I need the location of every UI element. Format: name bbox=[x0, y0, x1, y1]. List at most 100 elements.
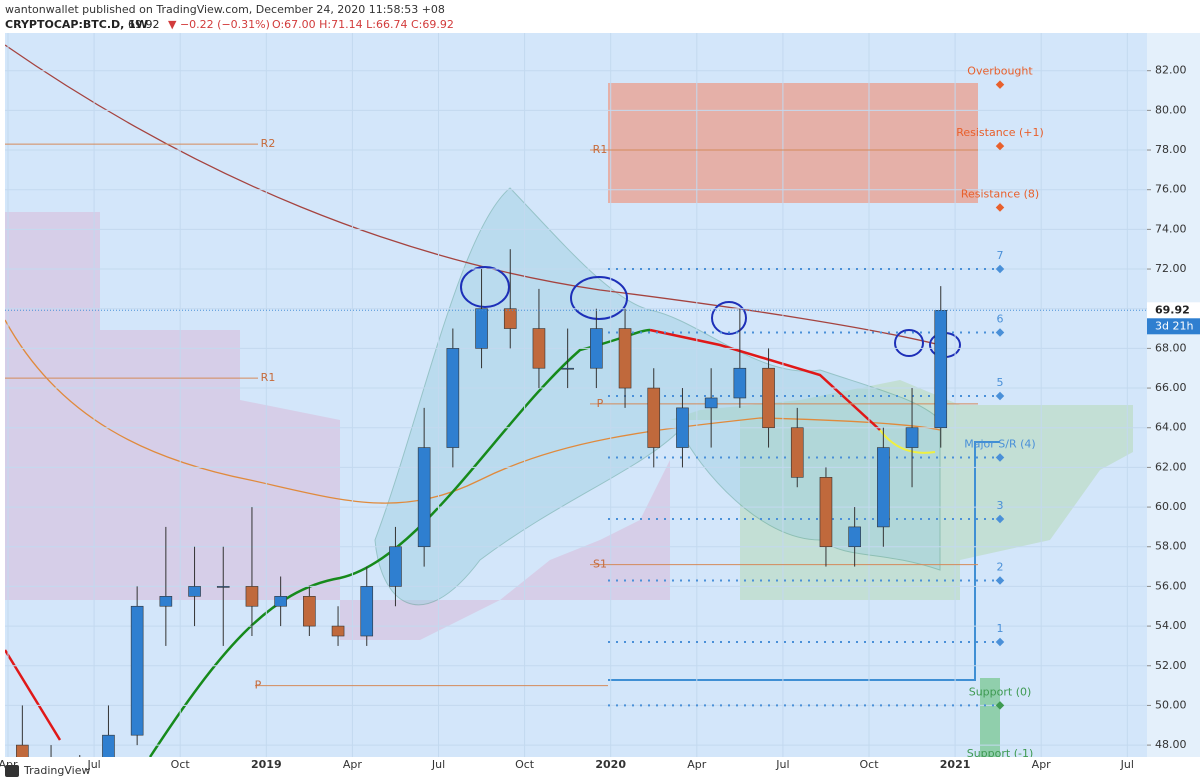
countdown-tag bbox=[1147, 318, 1200, 335]
annotation-circle bbox=[894, 329, 924, 357]
resistance-zone bbox=[608, 83, 978, 203]
pivot-label: R2 bbox=[261, 137, 276, 150]
x-tick-label: Apr bbox=[343, 758, 363, 771]
x-tick-label: Jul bbox=[775, 758, 789, 771]
annotation-circle bbox=[570, 276, 628, 320]
candle-body bbox=[216, 586, 230, 588]
price-axis bbox=[1147, 33, 1200, 757]
candle-body bbox=[389, 546, 402, 587]
candle-body bbox=[245, 586, 259, 607]
cloud-bearish bbox=[5, 212, 670, 640]
candle-body bbox=[848, 526, 861, 548]
y-tick-label: 60.00 bbox=[1155, 500, 1187, 513]
candle-body bbox=[274, 596, 287, 607]
y-tick-label: 64.00 bbox=[1155, 421, 1187, 434]
x-tick-label: Apr bbox=[687, 758, 707, 771]
y-tick-label: 68.00 bbox=[1155, 341, 1187, 354]
candle-body bbox=[762, 367, 775, 429]
candle-body bbox=[475, 308, 488, 349]
header-last: 69.92 bbox=[128, 18, 160, 31]
y-tick-label: 78.00 bbox=[1155, 143, 1187, 156]
candle-body bbox=[16, 744, 29, 757]
y-tick-label: 52.00 bbox=[1155, 659, 1187, 672]
level-marker bbox=[995, 328, 1005, 337]
ma-cross bbox=[879, 429, 936, 454]
x-tick-label: Jul bbox=[431, 758, 445, 771]
countdown-label: 3d 21h bbox=[1155, 319, 1193, 332]
candle-body bbox=[532, 328, 546, 369]
x-tick-label: 2021 bbox=[940, 758, 971, 771]
pivot-label: S1 bbox=[593, 558, 607, 571]
level-marker bbox=[995, 453, 1005, 462]
x-tick-label: Apr bbox=[0, 758, 18, 771]
candle-body bbox=[618, 328, 632, 389]
support-step bbox=[608, 441, 1000, 681]
last-price-tag bbox=[1147, 302, 1200, 319]
candle-body bbox=[503, 308, 517, 329]
level-marker bbox=[995, 576, 1005, 585]
ma-trend-old bbox=[5, 649, 62, 741]
pivot-label: P bbox=[255, 679, 262, 692]
ma-50 bbox=[5, 319, 941, 504]
candle-body bbox=[188, 586, 201, 597]
candle-body bbox=[790, 427, 804, 478]
candle-body bbox=[819, 477, 833, 548]
y-tick-label: 62.00 bbox=[1155, 460, 1187, 473]
x-tick-label: Jul bbox=[86, 758, 100, 771]
y-tick-label: 82.00 bbox=[1155, 64, 1187, 77]
header-change: ▼ −0.22 (−0.31%) bbox=[168, 18, 270, 31]
x-tick-label: Oct bbox=[515, 758, 535, 771]
level-marker bbox=[995, 514, 1005, 524]
candle-body bbox=[102, 734, 115, 757]
candle-body bbox=[877, 447, 890, 528]
candle-body bbox=[360, 586, 374, 637]
header-author: wantonwallet published on TradingView.co… bbox=[5, 3, 445, 16]
annotation-circle bbox=[460, 266, 510, 308]
pivot-label: R1 bbox=[593, 143, 608, 156]
x-tick-label: 2020 bbox=[595, 758, 626, 771]
x-tick-label: Jul bbox=[1120, 758, 1134, 771]
level-marker bbox=[995, 637, 1005, 647]
support-zone bbox=[980, 678, 1000, 757]
y-tick-label: 76.00 bbox=[1155, 183, 1187, 196]
y-tick-label: 48.00 bbox=[1155, 738, 1187, 751]
last-price-label: 69.92 bbox=[1155, 303, 1190, 316]
level-label: 2 bbox=[997, 560, 1004, 573]
level-label: 3 bbox=[997, 499, 1004, 512]
level-label: Resistance (+1) bbox=[956, 126, 1044, 139]
candle-body bbox=[130, 605, 144, 736]
level-label: Overbought bbox=[967, 65, 1033, 78]
level-marker bbox=[995, 701, 1005, 710]
level-label: 6 bbox=[997, 313, 1004, 326]
y-tick-label: 50.00 bbox=[1155, 698, 1187, 711]
candle-body bbox=[590, 328, 603, 369]
level-label: 5 bbox=[997, 376, 1004, 389]
candle-body bbox=[934, 310, 948, 429]
candle-body bbox=[905, 427, 919, 448]
x-tick-label: Oct bbox=[859, 758, 879, 771]
y-tick-label: 66.00 bbox=[1155, 381, 1187, 394]
level-label: 7 bbox=[997, 249, 1004, 262]
level-marker bbox=[995, 264, 1005, 274]
logo bbox=[5, 765, 19, 777]
header-symbol: CRYPTOCAP:BTC.D, 1W bbox=[5, 18, 148, 31]
cloud-bullish bbox=[670, 380, 1133, 600]
data-layer: R2 R1 P R1 P S1 Overbought Resistance (+1) Resis… bbox=[5, 33, 1147, 760]
candle-body bbox=[331, 625, 345, 637]
candle-body bbox=[704, 397, 718, 409]
y-tick-label: 54.00 bbox=[1155, 619, 1187, 632]
x-tick-label: 2019 bbox=[251, 758, 282, 771]
candle-body bbox=[417, 447, 431, 548]
candle-body bbox=[676, 407, 689, 448]
level-label: Support (-1) bbox=[967, 747, 1034, 760]
y-tick-label: 80.00 bbox=[1155, 103, 1187, 116]
y-tick-label: 72.00 bbox=[1155, 262, 1187, 275]
candle-body bbox=[159, 596, 173, 607]
level-label: Major S/R (4) bbox=[964, 437, 1035, 450]
annotation-circle bbox=[711, 301, 747, 335]
pivot-label: P bbox=[597, 397, 604, 410]
y-tick-label: 56.00 bbox=[1155, 579, 1187, 592]
ma-trend-bear bbox=[649, 328, 881, 431]
candle-body bbox=[733, 367, 747, 399]
level-label: Support (0) bbox=[969, 685, 1032, 698]
